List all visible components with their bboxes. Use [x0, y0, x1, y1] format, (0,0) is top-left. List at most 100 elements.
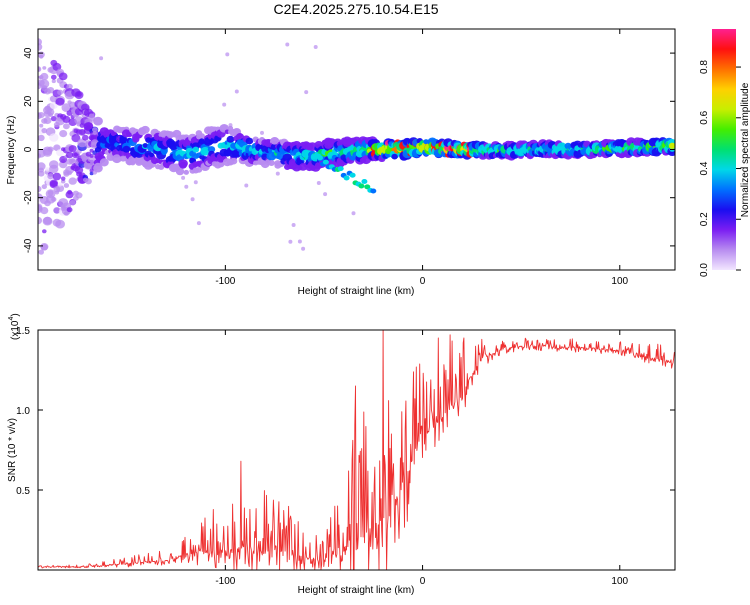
heatmap-cell: [63, 183, 70, 188]
heatmap-cell: [65, 151, 74, 159]
heatmap-cell: [99, 158, 109, 167]
heatmap-cell: [119, 155, 127, 162]
colorbar-tick-label: 0.8: [699, 60, 710, 74]
snr-series-line: [38, 330, 675, 570]
colorbar-tick-label: 0.0: [699, 263, 710, 277]
heatmap-cell: [38, 43, 43, 51]
heatmap-cell: [364, 184, 371, 190]
heatmap-cell: [51, 79, 56, 84]
heatmap-cell: [75, 192, 83, 199]
colorbar-tick-label: 0.6: [699, 110, 710, 124]
heatmap-cell: [89, 153, 94, 158]
heatmap-cell: [288, 239, 293, 244]
heatmap-cell: [190, 197, 195, 202]
heatmap-cell: [47, 146, 54, 153]
heatmap-cell: [145, 133, 151, 139]
heatmap-cell: [47, 87, 55, 94]
heatmap-cell: [99, 56, 104, 61]
heatmap-cell: [87, 155, 96, 163]
heatmap-cell: [179, 161, 188, 169]
heatmap-cell: [122, 145, 131, 153]
heatmap-cell: [39, 123, 44, 128]
heatmap-cell: [49, 133, 59, 142]
colorbar-gradient: [712, 29, 736, 270]
snr-unit-exp: 4: [8, 317, 15, 321]
heatmap-cell: [38, 134, 45, 142]
snr-unit-label: (x104): [8, 313, 21, 340]
heatmap-cell: [130, 160, 136, 166]
heatmap-cell: [207, 146, 216, 153]
heatmap-cell: [304, 90, 309, 95]
heatmap-cell: [56, 149, 65, 157]
heatmap-cell: [192, 146, 200, 153]
heatmap-cell: [91, 127, 98, 133]
heatmap-cell: [275, 171, 280, 176]
heatmap-cell: [183, 169, 189, 175]
heatmap-cell: [351, 211, 356, 216]
heatmap-cell: [60, 176, 66, 181]
heatmap-cell: [317, 155, 323, 161]
heatmap-cell: [43, 216, 52, 225]
heatmap-cell: [67, 189, 73, 195]
heatmap-cell: [55, 219, 65, 229]
heatmap-cell: [38, 185, 42, 193]
heatmap-cell: [196, 221, 201, 226]
heatmap-cell: [38, 249, 44, 255]
heatmap-cell: [228, 123, 233, 128]
heatmap-cell: [60, 179, 66, 184]
heatmap-cell: [142, 143, 148, 148]
x-tick-label: 0: [420, 276, 426, 287]
heatmap-cell: [38, 216, 43, 225]
x-tick-label: 100: [611, 576, 628, 587]
heatmap-cell: [46, 108, 55, 116]
heatmap-cell: [82, 134, 89, 141]
heatmap-cell: [43, 116, 52, 125]
snr-unit-prefix: (x10: [10, 320, 21, 340]
heatmap-cell: [260, 130, 264, 135]
heatmap-cell: [67, 170, 72, 176]
heatmap-cell: [291, 223, 296, 227]
heatmap-cell: [56, 184, 65, 192]
heatmap-y-label: Frequency (Hz): [6, 116, 17, 185]
heatmap-cell: [313, 45, 318, 49]
snr-x-label: Height of straight line (km): [298, 585, 415, 596]
heatmap-cell: [41, 184, 47, 190]
y-tick-label: 20: [23, 95, 34, 107]
heatmap-cell: [40, 207, 49, 215]
heatmap-cell: [49, 164, 59, 174]
heatmap-cell: [62, 115, 71, 123]
heatmap-cell: [175, 167, 185, 176]
heatmap-cell: [77, 138, 88, 148]
heatmap-cell: [58, 72, 68, 81]
heatmap-cell: [85, 178, 92, 185]
heatmap-cell: [297, 239, 302, 244]
heatmap-cell: [47, 190, 54, 196]
heatmap-cell: [38, 170, 45, 177]
heatmap-cell: [94, 162, 102, 170]
heatmap-cell: [200, 146, 211, 156]
x-tick-label: 100: [611, 276, 628, 287]
heatmap-cell: [316, 181, 321, 185]
heatmap-cell: [38, 162, 46, 171]
heatmap-cell: [51, 74, 57, 80]
heatmap-cell: [40, 72, 49, 81]
x-tick-label: -100: [215, 576, 235, 587]
heatmap-cell: [45, 167, 50, 172]
heatmap-cell: [234, 89, 239, 94]
heatmap-cell: [112, 154, 122, 164]
heatmap-x-label: Height of straight line (km): [298, 286, 415, 297]
heatmap-cell: [149, 152, 155, 158]
heatmap-cell: [55, 97, 65, 106]
heatmap-cell: [322, 159, 329, 165]
heatmap-cell: [221, 124, 228, 130]
heatmap-cell: [38, 112, 45, 119]
heatmap-cell: [268, 160, 275, 166]
heatmap-cell: [40, 244, 48, 251]
heatmap-cell: [181, 175, 186, 180]
heatmap-cell: [158, 136, 164, 142]
heatmap-cell: [59, 130, 68, 138]
heatmap-cell: [244, 183, 249, 188]
heatmap-cell: [41, 128, 48, 134]
heatmap-cell: [74, 91, 84, 99]
heatmap-cell: [140, 125, 150, 134]
